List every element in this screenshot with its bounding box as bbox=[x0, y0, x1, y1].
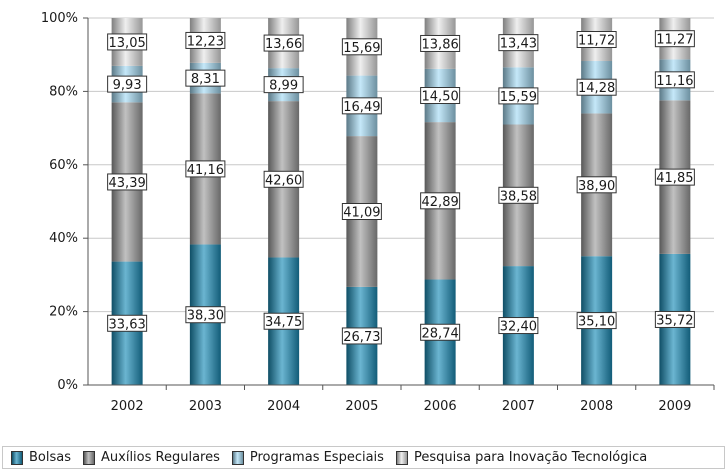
y-tick-label: 100% bbox=[41, 11, 78, 26]
legend-swatch bbox=[231, 450, 244, 465]
data-label: 15,69 bbox=[343, 41, 380, 56]
legend-label: Auxílios Regulares bbox=[101, 450, 220, 465]
data-label-box bbox=[498, 34, 539, 52]
data-label: 12,23 bbox=[187, 34, 224, 49]
x-tick-label: 2008 bbox=[580, 399, 613, 414]
legend-swatch bbox=[83, 450, 95, 465]
data-label: 41,16 bbox=[187, 163, 224, 178]
data-label: 33,63 bbox=[109, 317, 146, 332]
x-tick-label: 2006 bbox=[424, 399, 457, 414]
data-label-box bbox=[576, 78, 617, 96]
data-label: 13,05 bbox=[109, 36, 146, 51]
data-label-box bbox=[498, 317, 539, 335]
x-tick-label: 2002 bbox=[111, 399, 144, 414]
data-label: 41,85 bbox=[656, 171, 693, 186]
data-label-box bbox=[420, 323, 461, 341]
y-tick-label: 60% bbox=[49, 158, 78, 173]
legend-item: Bolsas bbox=[11, 450, 71, 465]
x-tick-label: 2009 bbox=[658, 399, 691, 414]
data-label-box bbox=[498, 186, 539, 204]
data-label: 43,39 bbox=[109, 176, 146, 191]
data-label-box bbox=[107, 33, 148, 51]
data-label: 8,31 bbox=[191, 72, 220, 87]
data-label-box bbox=[107, 173, 148, 191]
data-label-box bbox=[185, 31, 226, 49]
data-label: 13,66 bbox=[265, 37, 302, 52]
x-tick-label: 2003 bbox=[189, 399, 222, 414]
data-label-box bbox=[263, 312, 304, 330]
data-label-box bbox=[263, 76, 304, 94]
x-tick-label: 2004 bbox=[267, 399, 300, 414]
data-label-box bbox=[420, 87, 461, 105]
data-label-box bbox=[654, 71, 695, 89]
data-label: 35,72 bbox=[656, 313, 693, 328]
legend-item: Programas Especiais bbox=[231, 450, 384, 465]
data-label: 11,72 bbox=[578, 34, 615, 49]
data-label-box bbox=[576, 176, 617, 194]
data-label-box bbox=[654, 168, 695, 186]
data-label-box bbox=[341, 38, 382, 56]
data-label: 13,86 bbox=[422, 37, 459, 52]
data-label-box bbox=[107, 314, 148, 332]
data-label: 42,89 bbox=[422, 195, 459, 210]
data-label: 32,40 bbox=[500, 320, 537, 335]
data-label-box bbox=[341, 327, 382, 345]
x-tick-label: 2005 bbox=[345, 399, 378, 414]
data-label-box bbox=[654, 310, 695, 328]
data-label: 42,60 bbox=[265, 173, 302, 188]
data-label: 38,58 bbox=[500, 189, 537, 204]
gridlines bbox=[88, 17, 714, 313]
legend-swatch bbox=[395, 450, 408, 465]
legend-label: Bolsas bbox=[29, 450, 71, 465]
data-label-box bbox=[263, 34, 304, 52]
y-tick-label: 20% bbox=[49, 305, 78, 320]
legend-item: Pesquisa para Inovação Tecnológica bbox=[395, 450, 648, 465]
y-tick-label: 0% bbox=[57, 378, 78, 393]
data-label-box bbox=[107, 75, 148, 93]
x-tick-label: 2007 bbox=[502, 399, 535, 414]
data-label-box bbox=[185, 160, 226, 178]
legend-label: Pesquisa para Inovação Tecnológica bbox=[413, 450, 648, 465]
data-label-box bbox=[576, 312, 617, 330]
data-labels: 33,63 43,39 9,93 13,05 38,30 41,16 8,31 12,23 34… bbox=[107, 30, 695, 345]
data-label: 28,74 bbox=[422, 326, 459, 341]
data-label: 41,09 bbox=[343, 206, 380, 221]
stacked-bar-chart: 33,63 43,39 9,93 13,05 38,30 41,16 8,31 12,23 34… bbox=[41, 11, 715, 414]
data-label-box bbox=[654, 30, 695, 48]
data-label: 34,75 bbox=[265, 315, 302, 330]
data-label-box bbox=[185, 69, 226, 87]
y-tick-label: 80% bbox=[49, 84, 78, 99]
y-tick-label: 40% bbox=[49, 231, 78, 246]
data-label-box bbox=[341, 203, 382, 221]
legend-item: Auxílios Regulares bbox=[83, 450, 220, 465]
data-label: 14,28 bbox=[578, 81, 615, 96]
data-label: 13,43 bbox=[500, 37, 537, 52]
data-label: 26,73 bbox=[343, 330, 380, 345]
data-label-box bbox=[341, 97, 382, 115]
legend-swatch bbox=[11, 450, 23, 465]
data-label: 14,50 bbox=[422, 90, 459, 105]
data-label: 8,99 bbox=[269, 79, 298, 94]
data-label-box bbox=[185, 306, 226, 324]
data-label-box bbox=[498, 87, 539, 105]
data-label: 11,16 bbox=[656, 74, 693, 89]
data-label: 35,10 bbox=[578, 315, 615, 330]
legend: Bolsas Auxílios Regulares Programas Especi… bbox=[2, 446, 725, 469]
legend-label: Programas Especiais bbox=[249, 450, 384, 465]
axes: 0% 20% 40% 60% 80% 100% 2002 2003 2004 2005 2006 20… bbox=[41, 11, 715, 414]
data-label: 15,59 bbox=[500, 90, 537, 105]
data-label-box bbox=[576, 31, 617, 49]
data-label-box bbox=[420, 34, 461, 52]
data-label: 16,49 bbox=[343, 100, 380, 115]
data-label: 11,27 bbox=[656, 33, 693, 48]
data-label: 9,93 bbox=[113, 78, 142, 93]
data-label: 38,90 bbox=[578, 179, 615, 194]
data-label: 38,30 bbox=[187, 309, 224, 324]
data-label-box bbox=[263, 170, 304, 188]
data-label-box bbox=[420, 192, 461, 210]
